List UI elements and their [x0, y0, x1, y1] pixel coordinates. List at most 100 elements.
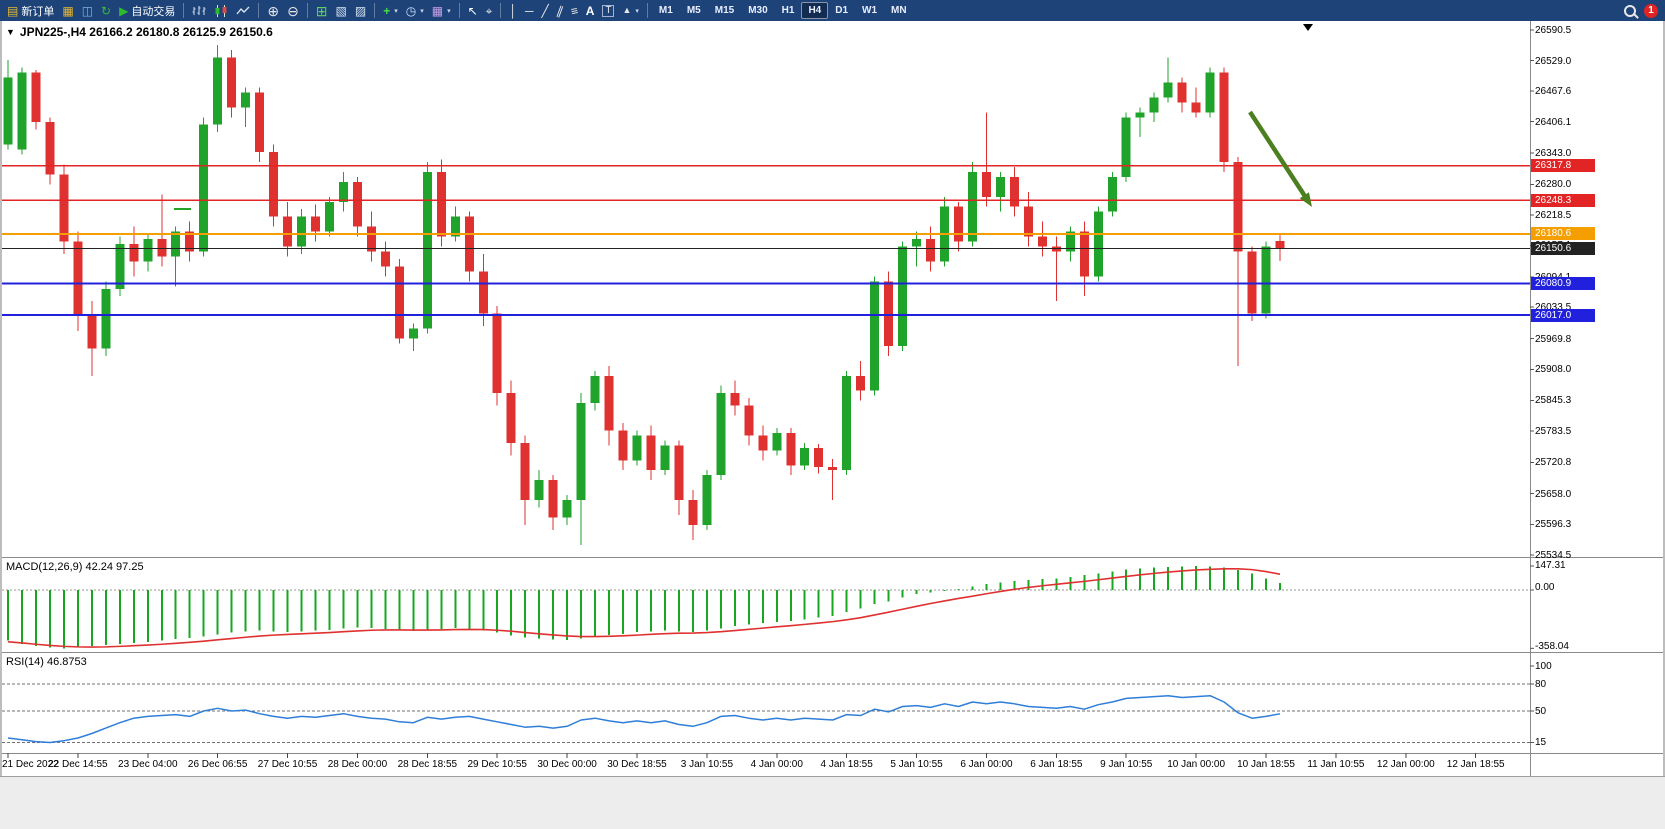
- time-axis-label: 28 Dec 18:55: [397, 759, 458, 770]
- toolbar-separator: [646, 3, 648, 18]
- rsi-scale-100: 100: [1535, 661, 1552, 672]
- window-border-right: [1663, 21, 1665, 776]
- toolbar-separator: [374, 3, 376, 18]
- price-axis-label: 26590.5: [1535, 25, 1572, 36]
- macd-panel-separator[interactable]: [2, 557, 1663, 558]
- zoom-out-button[interactable]: ⊖: [283, 1, 303, 20]
- timeframe-button-h1[interactable]: H1: [781, 5, 795, 16]
- price-axis-label: 25845.3: [1535, 395, 1572, 407]
- price-axis-label: 26467.6: [1535, 86, 1572, 98]
- terminal-button[interactable]: ↻: [97, 1, 115, 20]
- price-axis-label: 25969.8: [1535, 333, 1572, 345]
- chevron-down-icon: ▾: [420, 7, 424, 15]
- price-tag: 26180.6: [1531, 227, 1595, 241]
- tile-windows-button[interactable]: ⊞: [312, 1, 332, 20]
- timeframe-button-mn[interactable]: MN: [891, 5, 907, 16]
- candle-chart-button[interactable]: [210, 1, 232, 20]
- fibonacci-button[interactable]: ≡: [567, 1, 582, 20]
- price-tag: 26150.6: [1531, 242, 1595, 256]
- vertical-line-button[interactable]: │: [505, 1, 521, 20]
- navigator-button[interactable]: ◫: [78, 1, 97, 20]
- cursor-button[interactable]: ↖: [464, 1, 482, 20]
- market-watch-button[interactable]: ▦: [58, 1, 77, 20]
- label-icon: T: [602, 4, 615, 17]
- chevron-down-icon: ▾: [394, 7, 398, 15]
- time-axis-label: 12 Jan 18:55: [1446, 759, 1505, 770]
- vertical-line-icon: │: [509, 3, 517, 18]
- price-axis-label: 26280.0: [1535, 179, 1572, 191]
- line-chart-icon: [236, 6, 250, 14]
- line-chart-button[interactable]: [232, 1, 254, 20]
- templates-button[interactable]: ▦ ▾: [428, 1, 455, 20]
- price-axis-label: 25908.0: [1535, 364, 1572, 376]
- toolbar-separator: [458, 3, 460, 18]
- price-tag: 26017.0: [1531, 308, 1595, 322]
- channel-icon: ∥: [554, 2, 565, 19]
- time-axis-label: 9 Jan 10:55: [1100, 759, 1153, 770]
- new-order-button[interactable]: ▤ 新订单: [3, 1, 58, 20]
- time-axis-label: 4 Jan 18:55: [820, 759, 873, 770]
- crosshair-button[interactable]: ⌖: [482, 1, 497, 20]
- timeframe-button-m15[interactable]: M15: [714, 5, 735, 16]
- indicators-button[interactable]: + ▾: [379, 1, 402, 20]
- rsi-layer: [2, 683, 1530, 744]
- arrows-button[interactable]: ▲ ▾: [618, 1, 642, 20]
- toolbar-separator: [500, 3, 502, 18]
- time-axis-label: 11 Jan 10:55: [1307, 759, 1365, 770]
- notification-badge[interactable]: 1: [1644, 3, 1658, 18]
- bar-chart-button[interactable]: [188, 1, 210, 20]
- time-axis-label: 29 Dec 10:55: [467, 759, 527, 770]
- periods-icon: ◷: [405, 3, 417, 18]
- price-axis-label: 26343.0: [1535, 148, 1572, 160]
- time-axis-label: 6 Jan 18:55: [1030, 759, 1083, 770]
- toolbar-separator: [258, 3, 260, 18]
- chart-shift-icon: ▨: [354, 3, 367, 18]
- macd-layer: [2, 566, 1530, 649]
- autotrade-label: 自动交易: [131, 5, 176, 18]
- time-axis-label: 10 Jan 18:55: [1237, 759, 1295, 770]
- chevron-down-icon: ▾: [447, 7, 451, 15]
- search-icon[interactable]: [1624, 4, 1636, 17]
- rsi-indicator-label: RSI(14) 46.8753: [6, 656, 87, 668]
- macd-scale-zero: 0.00: [1535, 582, 1555, 593]
- symbol-dropdown-icon[interactable]: ▼: [6, 27, 15, 37]
- time-axis-label: 21 Dec 2022: [2, 759, 59, 770]
- text-button[interactable]: A: [582, 1, 599, 20]
- horizontal-line-button[interactable]: ─: [521, 1, 538, 20]
- arrows-icon: ▲: [622, 5, 632, 15]
- timeframe-button-w1[interactable]: W1: [862, 5, 878, 16]
- price-axis-label: 26218.5: [1535, 209, 1572, 221]
- price-axis-label: 25534.5: [1535, 550, 1572, 561]
- chart-shift-button[interactable]: ▨: [351, 1, 370, 20]
- trendline-button[interactable]: ╱: [537, 1, 552, 20]
- axis-ticks-layer: [7, 29, 1534, 758]
- rsi-panel-separator[interactable]: [2, 652, 1663, 653]
- chart-shift-marker: [1303, 24, 1313, 31]
- autotrade-button[interactable]: ▶ 自动交易: [115, 1, 179, 20]
- timeframe-button-m1[interactable]: M1: [658, 5, 673, 16]
- navigator-icon: ◫: [81, 3, 94, 18]
- timeframe-button-m30[interactable]: M30: [748, 5, 768, 16]
- time-axis-label: 23 Dec 04:00: [118, 759, 178, 770]
- new-chart-button[interactable]: ▧: [332, 1, 351, 20]
- price-axis-label: 25596.3: [1535, 519, 1572, 531]
- channel-button[interactable]: ∥: [553, 1, 567, 20]
- templates-icon: ▦: [431, 3, 444, 18]
- price-axis-label: 25658.0: [1535, 488, 1572, 500]
- zoom-in-button[interactable]: ⊕: [263, 1, 283, 20]
- toolbar: ▤ 新订单 ▦ ◫ ↻ ▶ 自动交易 ⊕ ⊖ ⊞: [0, 0, 1665, 21]
- new-chart-icon: ▧: [335, 3, 347, 18]
- new-order-label: 新订单: [21, 5, 55, 18]
- text-label-button[interactable]: T: [598, 1, 618, 20]
- timeframe-button-h4[interactable]: H4: [801, 2, 829, 19]
- chart-title: ▼ JPN225-,H4 26166.2 26180.8 26125.9 261…: [6, 25, 273, 39]
- time-axis-label: 10 Jan 00:00: [1167, 759, 1226, 770]
- timeframe-button-m5[interactable]: M5: [686, 5, 701, 16]
- time-axis-label: 6 Jan 00:00: [960, 759, 1013, 770]
- timeframe-button-d1[interactable]: D1: [835, 5, 849, 16]
- macd-scale-max: 147.31: [1535, 560, 1566, 571]
- price-tag: 26248.3: [1531, 193, 1595, 207]
- periods-button[interactable]: ◷ ▾: [402, 1, 428, 20]
- rsi-scale-80: 80: [1535, 679, 1547, 690]
